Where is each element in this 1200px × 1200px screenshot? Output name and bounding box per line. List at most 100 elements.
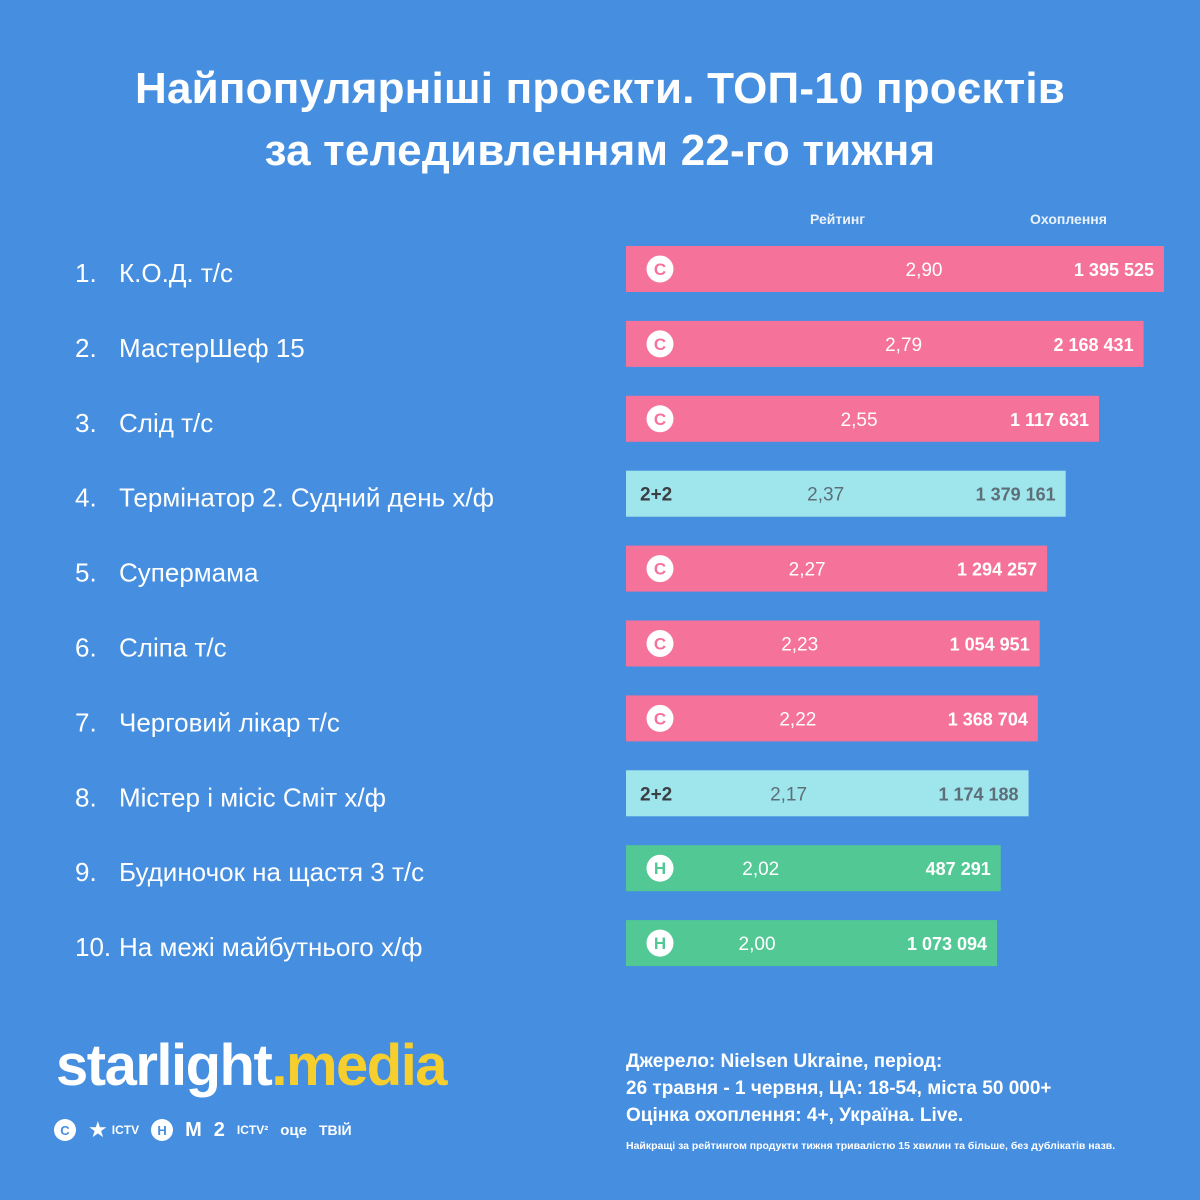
rank-label: 7. (75, 707, 97, 737)
rating-data-label: 2,55 (841, 410, 878, 431)
chart-row: 6. Сліпа т/с С 2,23 1 054 951 (75, 620, 1040, 667)
star-icon: ★ (88, 1117, 108, 1142)
chart-row: 3. Слід т/с С 2,55 1 117 631 (75, 395, 1100, 442)
bar (626, 620, 1040, 667)
novyi-logo-icon: Н (151, 1119, 174, 1141)
starlight-media-logo: starlight.media (56, 1032, 448, 1099)
ctb-logo-icon-circle (646, 704, 674, 732)
chart-row: 8. Містер і місіс Сміт х/ф 2+2 2,17 1 174 18… (75, 770, 1029, 817)
novyi-logo-icon-circle (646, 854, 674, 882)
rank-label: 6. (75, 633, 97, 663)
bar (626, 246, 1164, 292)
channel-logos: С ★ ICTV Н М 2 ICTV² оце ТВІЙ (54, 1117, 352, 1143)
ictv2-logo-icon: ICTV² (236, 1123, 269, 1137)
bar (626, 920, 998, 967)
reach-data-label: 487 291 (926, 859, 991, 879)
rating-data-label: 2,23 (781, 635, 818, 656)
rank-label: 3. (75, 408, 97, 438)
rating-data-label: 2,27 (789, 560, 826, 581)
footnote: Найкращі за рейтингом продукти тижня три… (626, 1140, 1116, 1152)
reach-data-label: 1 117 631 (1010, 410, 1089, 430)
rank-label: 2. (75, 333, 97, 363)
category-label: МастерШеф 15 (119, 333, 305, 363)
one-plus-one-logo-icon: 2+2 (640, 485, 672, 506)
bar (626, 845, 1001, 892)
reach-data-label: 1 073 094 (907, 934, 987, 954)
rank-label: 1. (75, 258, 97, 288)
rating-data-label: 2,22 (779, 709, 816, 730)
category-label: Супермама (119, 558, 259, 588)
novyi-logo-icon-circle (646, 929, 674, 957)
ctb-logo-icon-circle (646, 630, 674, 657)
chart-row: 10. На межі майбутнього х/ф Н 2,00 1 073 094 (75, 920, 998, 967)
source-line-3: Оцінка охоплення: 4+, Україна. Live. (626, 1105, 964, 1126)
brand-part-1: starlight (56, 1033, 273, 1098)
category-label: Термінатор 2. Судний день х/ф (119, 483, 494, 513)
page-title: Найпопулярніші проєкти. ТОП-10 проєктів … (0, 58, 1200, 182)
ctb-logo-icon-letter: С (654, 410, 666, 429)
chart-row: 5. Супермама С 2,27 1 294 257 (75, 545, 1048, 592)
category-label: К.О.Д. т/с (119, 258, 233, 288)
category-label: Будиночок на щастя 3 т/с (119, 857, 424, 887)
bar (626, 470, 1066, 517)
rating-data-label: 2,00 (739, 934, 776, 955)
ctb-logo-icon: С (646, 555, 674, 583)
bar (626, 545, 1048, 592)
chart-row: 2. МастерШеф 15 С 2,79 2 168 431 (75, 320, 1144, 367)
m2-logo-icon: 2 (213, 1118, 225, 1141)
rating-data-label: 2,17 (770, 784, 807, 805)
rank-label: 9. (75, 857, 97, 887)
rank-label: 5. (75, 558, 97, 588)
novyi-logo-icon-letter: Н (654, 859, 666, 878)
novyi-logo-icon: Н (646, 929, 674, 957)
reach-data-label: 1 395 525 (1074, 260, 1154, 280)
category-label: Сліпа т/с (119, 633, 227, 663)
one-plus-one-logo-icon: 2+2 (640, 784, 672, 805)
column-header-reach: Охоплення (1030, 211, 1107, 227)
ctb-logo-icon: С (646, 405, 674, 433)
rating-data-label: 2,79 (885, 335, 922, 356)
category-label: Містер і місіс Сміт х/ф (119, 782, 386, 812)
bar (626, 320, 1144, 367)
ctb-logo-icon-circle (646, 555, 674, 583)
source-note: Джерело: Nielsen Ukraine, період: 26 тра… (626, 1048, 1052, 1129)
ctb-logo-icon-circle (646, 330, 674, 358)
chart-row: 1. К.О.Д. т/с С 2,90 1 395 525 (75, 246, 1164, 292)
source-line-1: Джерело: Nielsen Ukraine, період: (626, 1051, 943, 1072)
rating-data-label: 2,37 (807, 485, 844, 506)
ctb-logo-icon-letter: С (654, 709, 666, 728)
title-line-2: за теледивленням 22-го тижня (264, 126, 936, 175)
bar (626, 770, 1029, 817)
chart-row: 4. Термінатор 2. Судний день х/ф 2+2 2,37 1 … (75, 470, 1066, 517)
rank-label: 4. (75, 483, 97, 513)
rank-label: 10. (75, 932, 111, 962)
ctb-logo-icon: С (646, 704, 674, 732)
ctb-logo-icon-circle (646, 255, 674, 283)
reach-data-label: 1 368 704 (948, 709, 1028, 729)
otse-logo-icon: оце (280, 1121, 307, 1139)
ctb-logo-icon: С (54, 1119, 76, 1141)
reach-data-label: 1 379 161 (976, 485, 1056, 505)
source-line-2: 26 травня - 1 червня, ЦА: 18-54, міста 5… (626, 1078, 1052, 1099)
chart-row: 9. Будиночок на щастя 3 т/с Н 2,02 487 291 (75, 845, 1001, 892)
ctb-logo-icon-letter: С (654, 560, 666, 579)
ctb-logo-icon: С (646, 630, 674, 657)
brand-dot: . (271, 1033, 287, 1098)
category-label: Слід т/с (119, 408, 213, 438)
rating-data-label: 2,02 (742, 859, 779, 880)
ctb-logo-icon: С (646, 255, 674, 283)
rating-data-label: 2,90 (906, 260, 943, 281)
column-header-rating: Рейтинг (810, 211, 866, 227)
category-label: Черговий лікар т/с (119, 707, 340, 737)
ictv-logo-icon: ICTV (111, 1123, 140, 1137)
ctb-logo-icon-letter: С (654, 635, 666, 654)
reach-data-label: 1 054 951 (950, 635, 1030, 655)
ctb-logo-icon-letter: С (654, 260, 666, 279)
novyi-logo-icon-letter: Н (654, 934, 666, 953)
reach-data-label: 1 174 188 (938, 784, 1018, 804)
chart-row: 7. Черговий лікар т/с С 2,22 1 368 704 (75, 695, 1038, 742)
title-line-1: Найпопулярніші проєкти. ТОП-10 проєктів (134, 64, 1066, 113)
bar (626, 695, 1038, 742)
novyi-logo-icon: Н (646, 854, 674, 882)
